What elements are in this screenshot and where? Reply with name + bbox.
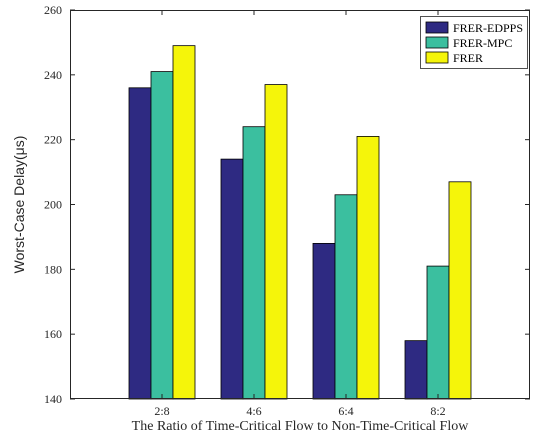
bar-frer-edpps-2-8	[128, 87, 152, 400]
y-tick-label: 240	[44, 68, 62, 82]
x-axis-title: The Ratio of Time-Critical Flow to Non-T…	[132, 419, 470, 434]
ticks-layer: 2:8 4:6 6:4 8:2 140 160 180 200 220 240 260	[44, 3, 530, 418]
legend-swatch-frer-mpc	[425, 36, 449, 49]
bar-frer-mpc-6-4	[334, 194, 358, 400]
bar-frer-edpps-8-2	[404, 340, 428, 400]
y-tick-label: 180	[44, 262, 62, 276]
y-tick-label: 160	[44, 327, 62, 341]
y-tick-label: 220	[44, 133, 62, 147]
y-tick-label: 200	[44, 198, 62, 212]
bar-frer-mpc-8-2	[426, 265, 450, 400]
x-tick-label: 6:4	[338, 404, 353, 418]
x-tick-label: 8:2	[430, 404, 445, 418]
x-tick-label: 4:6	[246, 404, 261, 418]
x-tick-label: 2:8	[154, 404, 169, 418]
legend-swatch-frer-edpps	[425, 21, 449, 34]
bar-frer-2-8	[172, 45, 196, 400]
bar-frer-8-2	[448, 181, 472, 400]
legend-label-frer-mpc: FRER-MPC	[453, 36, 512, 50]
bars-layer	[128, 45, 472, 400]
bar-frer-6-4	[356, 136, 380, 400]
y-tick-label: 260	[44, 3, 62, 17]
bar-frer-mpc-4-6	[242, 126, 266, 400]
bar-frer-edpps-4-6	[220, 158, 244, 400]
legend-swatch-frer	[425, 51, 449, 64]
legend-label-frer-edpps: FRER-EDPPS	[453, 21, 523, 35]
bar-frer-4-6	[264, 84, 288, 400]
y-axis-title: Worst-Case Delay(μs)	[11, 136, 27, 274]
bar-frer-edpps-6-4	[312, 242, 336, 400]
bar-frer-mpc-2-8	[150, 71, 174, 400]
legend-label-frer: FRER	[453, 51, 483, 65]
y-tick-label: 140	[44, 392, 62, 406]
